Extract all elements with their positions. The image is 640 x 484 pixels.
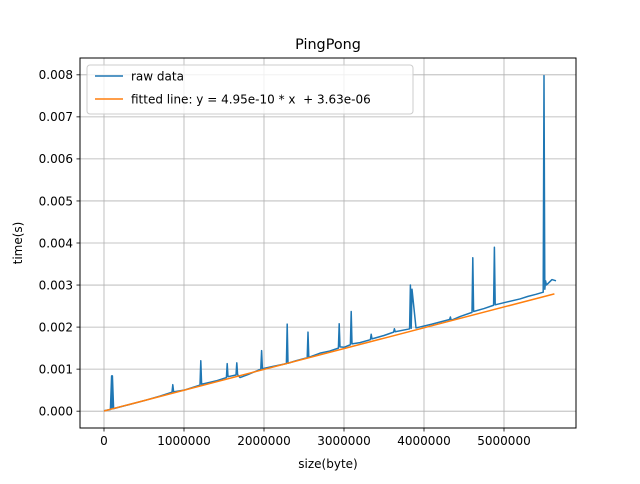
x-tick-label: 2000000 — [237, 434, 290, 448]
x-axis-label: size(byte) — [298, 457, 357, 471]
y-tick-label: 0.005 — [39, 194, 73, 208]
y-tick-label: 0.004 — [39, 236, 73, 250]
chart-title: PingPong — [295, 37, 361, 53]
x-tick-label: 1000000 — [157, 434, 210, 448]
x-tick-label: 0 — [100, 434, 108, 448]
y-tick-label: 0.001 — [39, 362, 73, 376]
legend-box — [86, 64, 414, 115]
legend: raw data fitted line: y = 4.95e-10 * x +… — [86, 64, 414, 115]
series-raw-data-line — [103, 74, 557, 412]
tick-layer: 0 1000000 2000000 3000000 4000000 5000000 0.00… — [39, 68, 531, 448]
y-axis-label: time(s) — [11, 222, 25, 265]
y-tick-label: 0.002 — [39, 320, 73, 334]
legend-label-fitted-line: fitted line: y = 4.95e-10 * x + 3.63e-06 — [131, 93, 371, 107]
legend-label-raw-data: raw data — [131, 70, 184, 84]
grid-layer — [80, 58, 576, 428]
x-tick-label: 4000000 — [397, 434, 450, 448]
series-layer — [103, 74, 557, 412]
y-tick-label: 0.007 — [39, 110, 73, 124]
y-tick-label: 0.008 — [39, 68, 73, 82]
y-tick-label: 0.006 — [39, 152, 73, 166]
y-tick-label: 0.000 — [39, 404, 73, 418]
x-tick-label: 5000000 — [477, 434, 530, 448]
y-tick-label: 0.003 — [39, 278, 73, 292]
x-tick-label: 3000000 — [317, 434, 370, 448]
series-fitted-line — [103, 293, 555, 412]
